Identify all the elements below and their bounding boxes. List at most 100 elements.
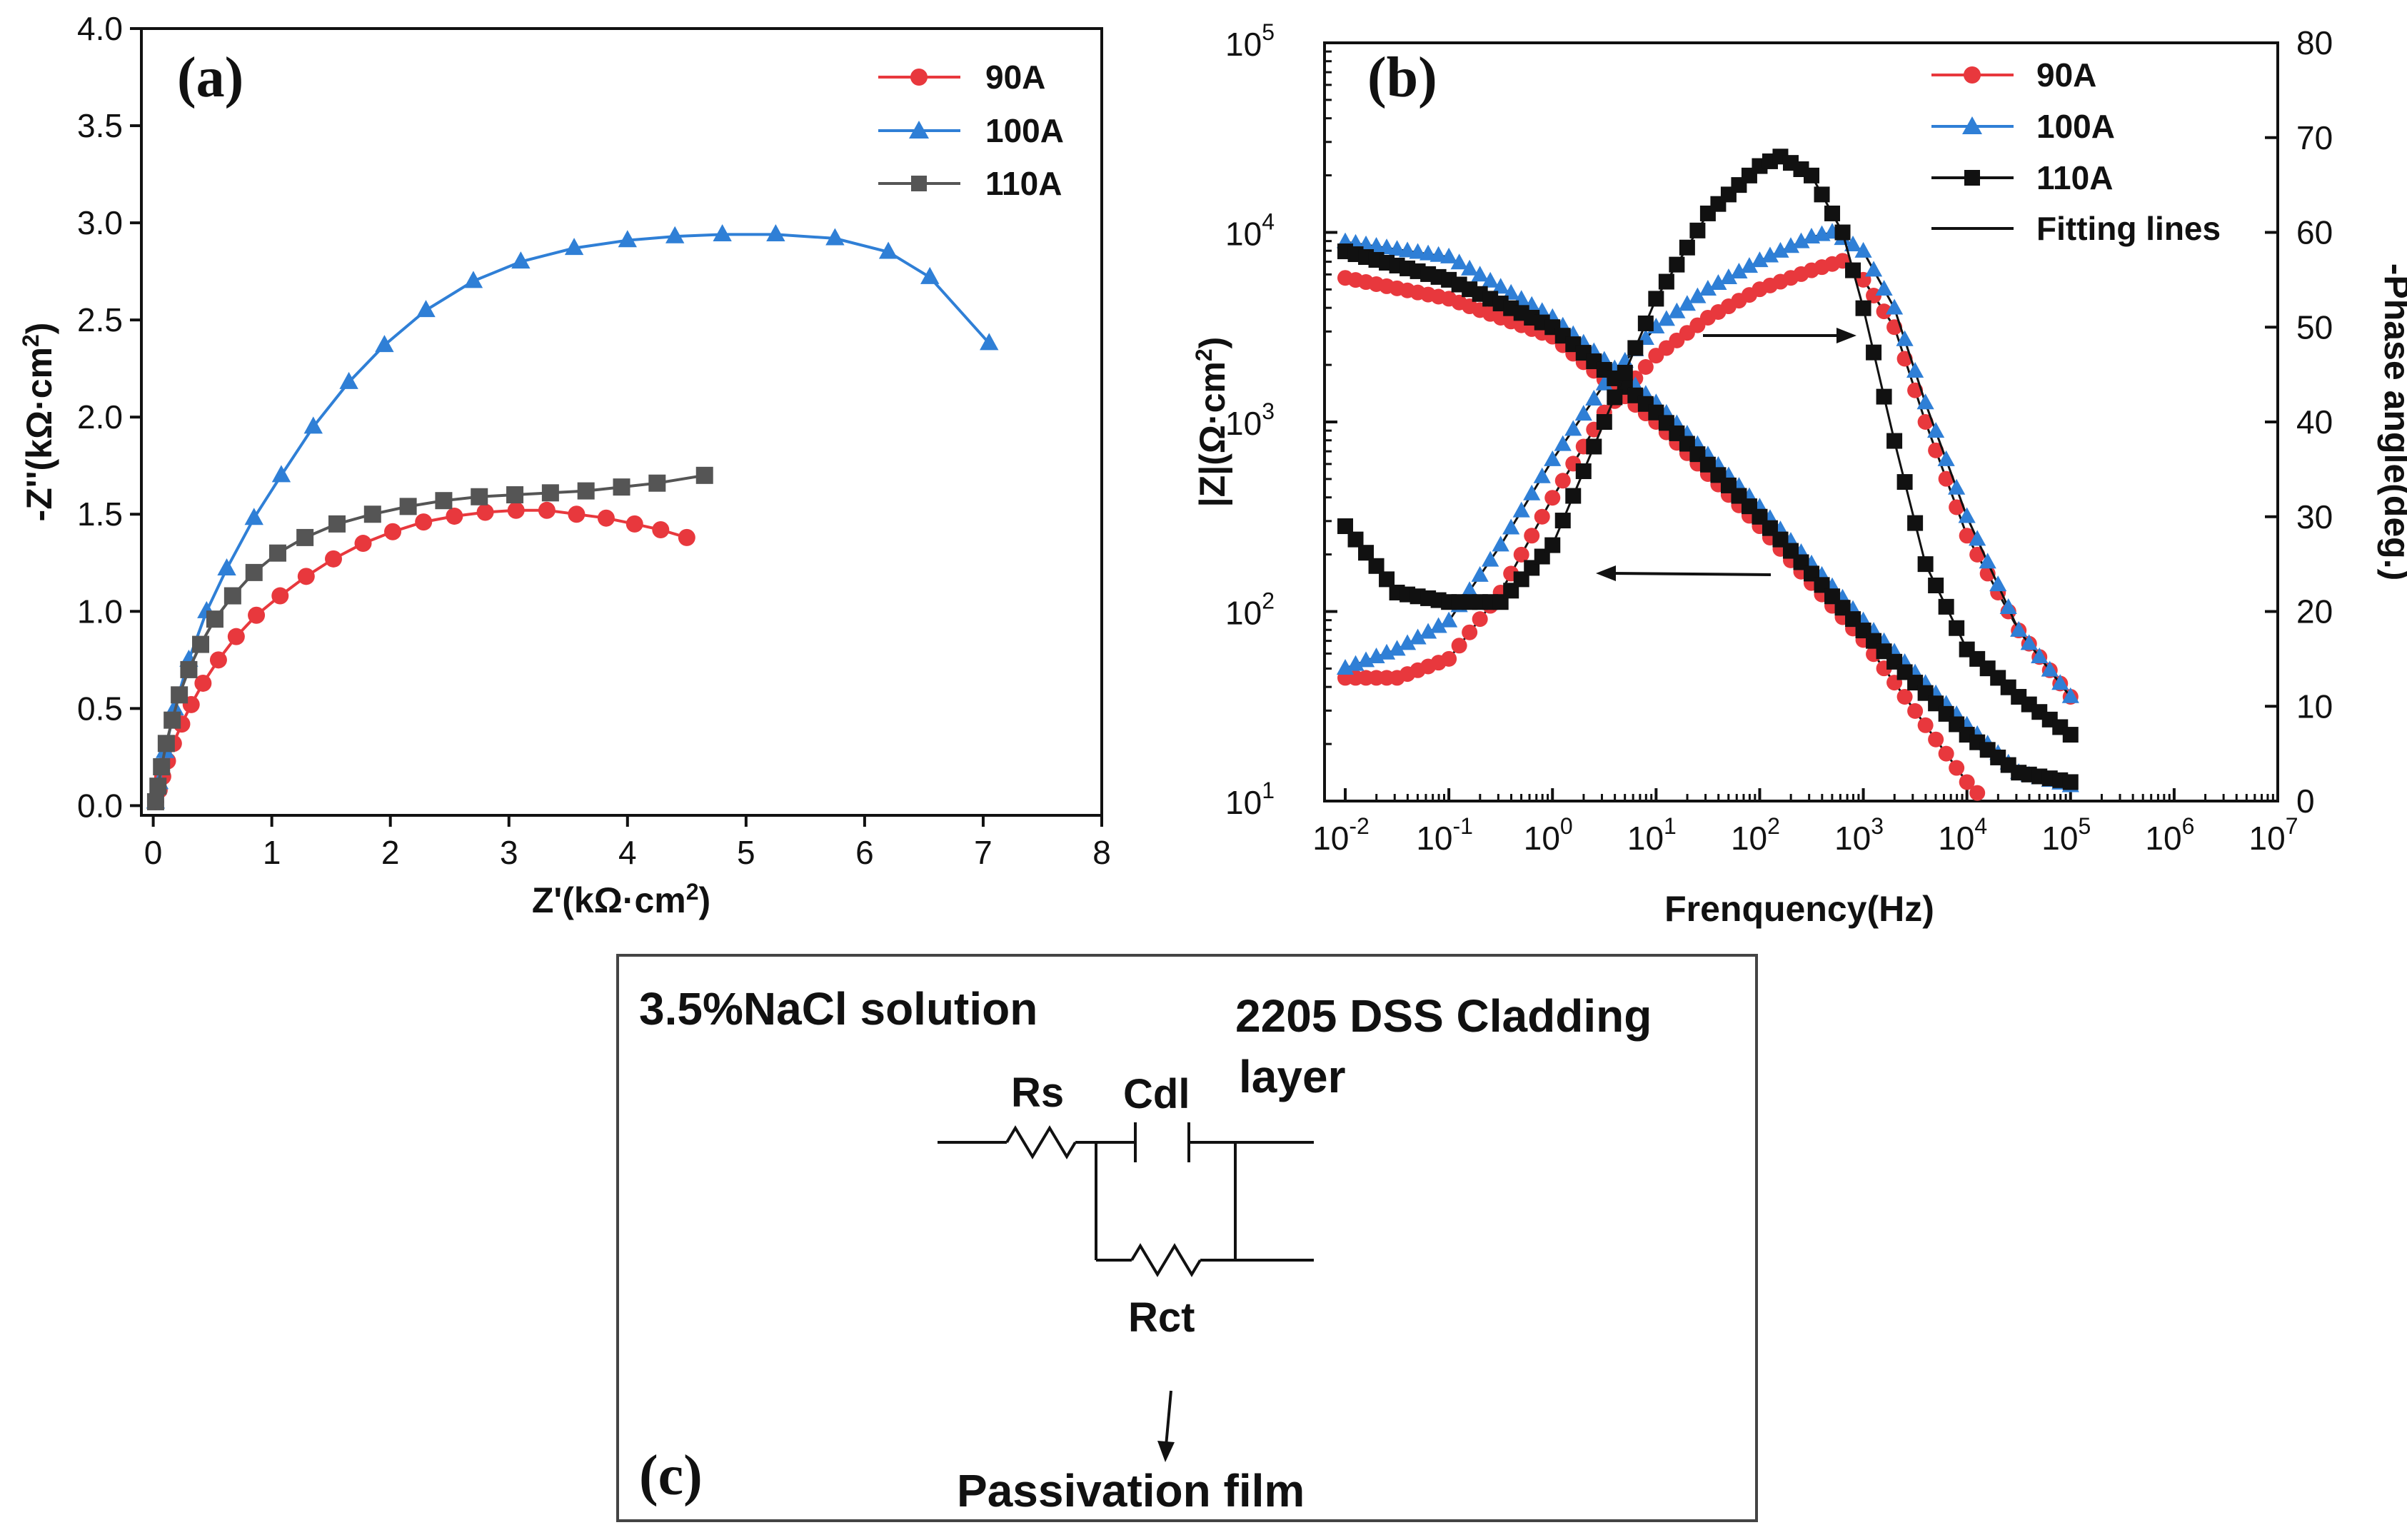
rct-label: Rct bbox=[1128, 1294, 1195, 1341]
legend-marker-110a bbox=[911, 176, 927, 191]
data-point-110A bbox=[363, 505, 381, 523]
phase-point-100A bbox=[1937, 450, 1955, 466]
phase-point-100A bbox=[1875, 279, 1893, 296]
legend-b: 90A 100A 110A Fitting lines bbox=[1931, 56, 2221, 247]
data-point-110A bbox=[399, 498, 417, 515]
y2-tick-label-b: 40 bbox=[2296, 403, 2333, 441]
data-point-110A bbox=[157, 735, 175, 753]
data-point-110A bbox=[695, 466, 713, 484]
y-tick-label-a: 2.5 bbox=[77, 301, 123, 338]
phase-point-90A bbox=[1544, 490, 1561, 506]
x-tick-label-b: 101 bbox=[1627, 813, 1677, 857]
x-tick-label-b: 103 bbox=[1834, 813, 1884, 857]
y-tick-label-a: 3.5 bbox=[77, 107, 123, 144]
phase-point-100A bbox=[1678, 295, 1696, 311]
data-point-100A bbox=[920, 266, 940, 284]
phase-point-100A bbox=[2031, 648, 2049, 664]
phase-point-90A bbox=[1451, 638, 1467, 654]
y-tick-label-a: 3.0 bbox=[77, 204, 123, 241]
phase-point-90A bbox=[1554, 473, 1571, 489]
x-tick-label-a: 8 bbox=[1092, 834, 1111, 871]
legend-marker-100a-b bbox=[1962, 116, 1982, 134]
phase-point-110A bbox=[1544, 537, 1561, 553]
phase-point-100A bbox=[1419, 623, 1437, 639]
data-point-100A bbox=[511, 251, 531, 269]
cladding-label: 2205 DSS Cladding bbox=[1235, 990, 1652, 1042]
resistor-rs bbox=[1005, 1125, 1077, 1159]
data-point-110A bbox=[328, 515, 346, 533]
phase-point-90A bbox=[1876, 303, 1892, 320]
phase-point-100A bbox=[1896, 330, 1914, 346]
y-tick-label-a: 2.0 bbox=[77, 398, 123, 436]
modulus-point-90A bbox=[1969, 785, 1986, 801]
data-point-100A bbox=[825, 228, 845, 246]
cdl-label: Cdl bbox=[1123, 1071, 1190, 1117]
phase-point-100A bbox=[1398, 634, 1417, 650]
phase-point-90A bbox=[1472, 611, 1488, 628]
cladding-label-2: layer bbox=[1239, 1051, 1345, 1102]
x-tick-label-a: 5 bbox=[737, 834, 755, 871]
data-point-100A bbox=[766, 224, 785, 242]
data-point-90A bbox=[325, 550, 342, 568]
phase-point-100A bbox=[1512, 501, 1530, 518]
y-tick-label-a: 4.0 bbox=[77, 10, 123, 47]
data-point-90A bbox=[568, 505, 586, 523]
arrow-to-film bbox=[1165, 1390, 1172, 1446]
phase-point-100A bbox=[2010, 620, 2028, 637]
modulus-point-100A bbox=[1398, 241, 1417, 258]
modulus-point-100A bbox=[1419, 244, 1437, 261]
modulus-point-100A bbox=[1492, 278, 1509, 294]
data-point-90A bbox=[297, 568, 315, 585]
phase-point-100A bbox=[1792, 232, 1810, 248]
legend-label-fit: Fitting lines bbox=[2036, 210, 2221, 247]
x-tick-label-a: 0 bbox=[144, 834, 163, 871]
modulus-point-100A bbox=[1429, 246, 1447, 262]
phase-point-110A bbox=[1814, 186, 1830, 203]
arrow-to-phase-axis bbox=[1703, 328, 1856, 343]
data-point-100A bbox=[271, 465, 291, 483]
x-tick-label-b: 105 bbox=[2041, 813, 2091, 857]
phase-point-110A bbox=[1855, 300, 1871, 316]
data-point-100A bbox=[244, 508, 263, 525]
modulus-point-100A bbox=[1367, 236, 1385, 253]
phase-point-100A bbox=[1709, 273, 1727, 290]
phase-point-100A bbox=[1751, 251, 1769, 268]
modulus-point-100A bbox=[1461, 259, 1479, 276]
y-tick-label-b: 102 bbox=[1225, 588, 1275, 632]
phase-point-110A bbox=[1358, 545, 1375, 561]
panel-label-b: (b) bbox=[1367, 46, 1437, 109]
phase-point-110A bbox=[1669, 256, 1685, 273]
data-point-100A bbox=[618, 230, 638, 248]
phase-point-110A bbox=[1824, 205, 1841, 221]
x-tick-label-a: 7 bbox=[974, 834, 993, 871]
y-tick-label-a: 1.5 bbox=[77, 495, 123, 533]
phase-point-100A bbox=[1574, 405, 1592, 421]
data-point-90A bbox=[271, 587, 289, 605]
phase-point-110A bbox=[1928, 577, 1944, 593]
phase-point-100A bbox=[1948, 478, 1966, 495]
phase-point-100A bbox=[1740, 257, 1759, 273]
data-point-90A bbox=[446, 507, 463, 525]
data-point-110A bbox=[164, 711, 181, 729]
data-point-100A bbox=[217, 558, 236, 576]
modulus-point-90A bbox=[1928, 731, 1944, 748]
data-point-90A bbox=[678, 528, 695, 546]
phase-point-100A bbox=[1969, 530, 1986, 546]
phase-point-100A bbox=[1657, 310, 1675, 326]
y2-tick-label-b: 30 bbox=[2296, 498, 2333, 535]
data-point-110A bbox=[506, 486, 524, 504]
data-point-110A bbox=[153, 758, 171, 775]
phase-point-100A bbox=[1471, 565, 1489, 582]
data-point-90A bbox=[652, 521, 670, 539]
y-tick-label-a: 0.5 bbox=[77, 690, 123, 727]
data-point-110A bbox=[192, 635, 210, 653]
phase-point-100A bbox=[1554, 435, 1572, 451]
resistor-rct bbox=[1130, 1243, 1202, 1277]
phase-point-100A bbox=[1502, 518, 1520, 535]
data-point-90A bbox=[476, 503, 494, 521]
phase-point-110A bbox=[2062, 727, 2079, 743]
phase-point-110A bbox=[1917, 556, 1934, 573]
phase-point-100A bbox=[1482, 550, 1499, 567]
data-point-90A bbox=[384, 523, 402, 540]
y-tick-label-b: 104 bbox=[1225, 209, 1275, 253]
